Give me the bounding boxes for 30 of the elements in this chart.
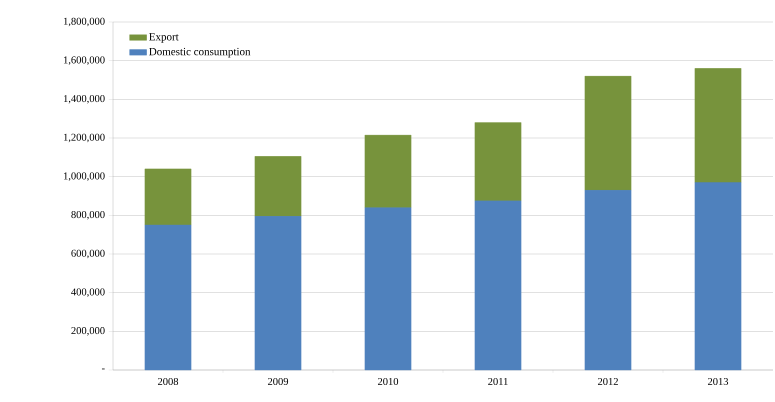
y-tick-label: 200,000 — [71, 327, 105, 336]
y-tick-label: 1,000,000 — [64, 172, 105, 181]
x-tick-label: 2008 — [158, 378, 178, 386]
bar — [584, 190, 632, 370]
bar — [694, 68, 742, 183]
x-tick-label: 2010 — [378, 378, 398, 386]
legend-label: Domestic consumption — [149, 48, 250, 58]
bar — [364, 207, 412, 370]
x-tick-label: 2009 — [268, 378, 288, 386]
bar — [254, 156, 302, 216]
x-tick-label: 2011 — [488, 378, 508, 386]
bar — [584, 76, 632, 190]
bar — [474, 122, 522, 202]
legend-label: Export — [149, 33, 179, 43]
y-tick-label: 400,000 — [71, 288, 105, 297]
bar — [474, 200, 522, 370]
y-tick-label: 1,800,000 — [64, 18, 105, 26]
bar — [694, 182, 742, 370]
bar — [364, 134, 412, 208]
y-tick-label: - — [102, 368, 105, 370]
y-tick-label: 800,000 — [71, 211, 105, 220]
y-tick-label: 1,600,000 — [64, 56, 105, 65]
bar — [144, 224, 192, 370]
bar — [254, 216, 302, 370]
y-tick-label: 1,200,000 — [64, 134, 105, 142]
bar — [144, 168, 192, 226]
y-tick-label: 1,400,000 — [64, 95, 105, 104]
x-tick-label: 2012 — [598, 378, 618, 386]
x-tick-label: 2013 — [708, 378, 728, 386]
y-tick-label: 600,000 — [71, 250, 105, 258]
